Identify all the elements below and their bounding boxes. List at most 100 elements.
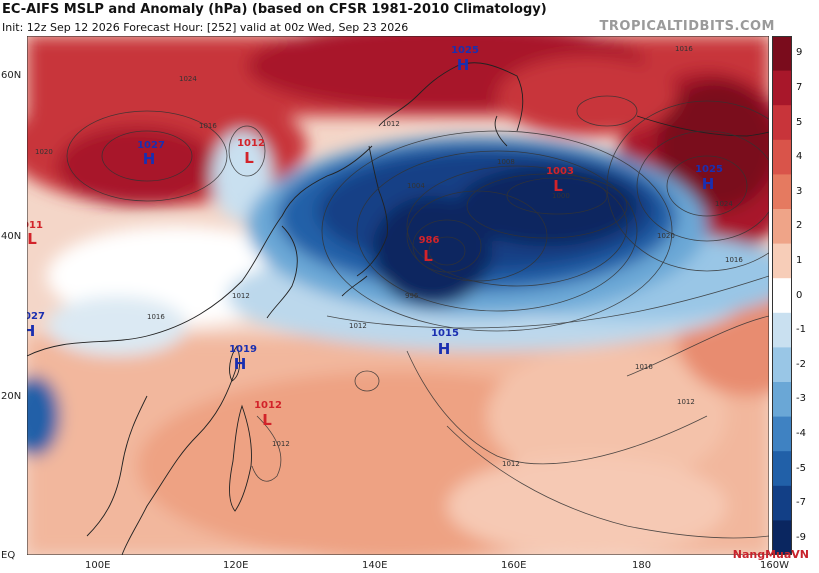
pressure-center-symbol: L: [27, 230, 37, 248]
colorbar-label: -5: [796, 462, 806, 474]
lon-label-160e: 160E: [501, 560, 527, 571]
pressure-center-value: 1012: [254, 400, 282, 411]
pressure-center: 986 L: [419, 235, 440, 265]
pressure-center-value: 1003: [546, 166, 574, 177]
pressure-center-symbol: L: [423, 247, 433, 265]
colorbar-label: 4: [796, 151, 803, 163]
colorbar-swatch: [772, 139, 792, 175]
colorbar-swatch: [772, 312, 792, 348]
colorbar-label: 1: [796, 254, 803, 266]
colorbar-label: 5: [796, 116, 803, 128]
pressure-center: 1025 H: [695, 164, 723, 193]
lat-label-40n: 40N: [1, 231, 22, 242]
pressure-center: 1025 H: [451, 45, 479, 74]
isobar-label: 1016: [675, 45, 693, 53]
pressure-center-symbol: H: [27, 322, 35, 340]
colorbar-label: -3: [796, 393, 806, 405]
isobar-label: 1012: [349, 322, 367, 330]
lon-label-180: 180: [632, 560, 652, 571]
pressure-centers: 1025 H 1027 H 1012 L 1011 L 986 L 1003 L…: [27, 45, 723, 429]
lon-label-100e: 100E: [85, 560, 111, 571]
pressure-center-symbol: H: [143, 150, 156, 168]
pressure-center-value: 1015: [431, 328, 459, 339]
colorbar-label: 7: [796, 81, 803, 93]
colorbar-swatch: [772, 278, 792, 314]
pressure-center: 1027 H: [27, 311, 45, 340]
pressure-center-symbol: H: [234, 355, 247, 373]
pressure-center-value: 1012: [237, 138, 265, 149]
colorbar-swatch: [772, 243, 792, 279]
pressure-center-symbol: H: [438, 340, 451, 358]
pressure-center: 1012 L: [254, 400, 282, 429]
colorbar-swatch: [772, 70, 792, 106]
isobar-labels: 1016 1024 1020 1016 1012 1008 1004 1000 …: [35, 45, 743, 468]
isobars: [66, 95, 769, 539]
colorbar-swatch: [772, 485, 792, 521]
isobar-label: 1012: [677, 398, 695, 406]
site-credit: TROPICALTIDBITS.COM: [599, 19, 775, 34]
lat-label-60n: 60N: [1, 70, 22, 81]
isobar-label: 1016: [199, 122, 217, 130]
pressure-center: 1015 H: [431, 328, 459, 358]
pressure-center: 1011 L: [27, 220, 43, 248]
pressure-center: 1019 H: [229, 344, 257, 373]
pressure-center-value: 1027: [137, 140, 165, 151]
colorbar-frame: [772, 36, 792, 555]
pressure-center: 1003 L: [546, 166, 574, 195]
isobar-label: 1004: [407, 182, 425, 190]
colorbar: [772, 36, 792, 555]
isobar-label: 1012: [382, 120, 400, 128]
pressure-center-value: 1025: [451, 45, 479, 56]
colorbar-label: 9: [796, 47, 803, 59]
isobar-label: 1016: [147, 313, 165, 321]
lon-label-120e: 120E: [223, 560, 249, 571]
pressure-center-symbol: L: [262, 411, 272, 429]
isobar-label: 1000: [552, 192, 570, 200]
colorbar-swatch: [772, 174, 792, 210]
isobar-label: 1008: [497, 158, 515, 166]
pressure-center-symbol: L: [244, 149, 254, 167]
isobar-label: 1012: [272, 440, 290, 448]
colorbar-label: -2: [796, 358, 806, 370]
watermark-logo: NangMuaVN: [732, 548, 809, 561]
pressure-center-value: 1025: [695, 164, 723, 175]
pressure-center-value: 1019: [229, 344, 257, 355]
colorbar-swatch: [772, 382, 792, 418]
pressure-center-symbol: H: [702, 175, 715, 193]
colorbar-label: -9: [796, 531, 806, 543]
isobar-label: 1024: [715, 200, 733, 208]
isobar-label: 1020: [657, 232, 675, 240]
pressure-center-value: 1011: [27, 220, 43, 231]
colorbar-swatch: [772, 105, 792, 141]
lon-label-160w: 160W: [760, 560, 789, 571]
colorbar-label: 2: [796, 220, 803, 232]
colorbar-label: 3: [796, 185, 803, 197]
colorbar-swatch: [772, 451, 792, 487]
isobar-label: 1012: [502, 460, 520, 468]
isobar-label: 1016: [725, 256, 743, 264]
colorbar-swatch: [772, 347, 792, 383]
pressure-center-value: 986: [419, 235, 440, 246]
isobar-label: 1016: [635, 363, 653, 371]
pressure-center-value: 1027: [27, 311, 45, 322]
map-title: EC-AIFS MSLP and Anomaly (hPa) (based on…: [2, 2, 547, 17]
lon-label-140e: 140E: [362, 560, 388, 571]
colorbar-label: -1: [796, 324, 806, 336]
pressure-center: 1027 H: [137, 140, 165, 168]
isobar-label: 1024: [179, 75, 197, 83]
colorbar-swatch: [772, 416, 792, 452]
lat-label-20n: 20N: [1, 391, 22, 402]
colorbar-swatch: [772, 520, 792, 555]
isobar-label: 1020: [35, 148, 53, 156]
map-subtitle: Init: 12z Sep 12 2026 Forecast Hour: [25…: [2, 21, 409, 34]
colorbar-label: 0: [796, 289, 803, 301]
lat-label-eq: EQ: [1, 550, 16, 561]
anomaly-shading: [27, 36, 769, 555]
pressure-center: 1012 L: [237, 138, 265, 167]
isobar-label: 1012: [232, 292, 250, 300]
colorbar-label: -4: [796, 427, 806, 439]
pressure-center-symbol: H: [457, 56, 470, 74]
isobar-label: 996: [405, 292, 419, 300]
colorbar-swatch: [772, 36, 792, 72]
colorbar-swatch: [772, 209, 792, 245]
